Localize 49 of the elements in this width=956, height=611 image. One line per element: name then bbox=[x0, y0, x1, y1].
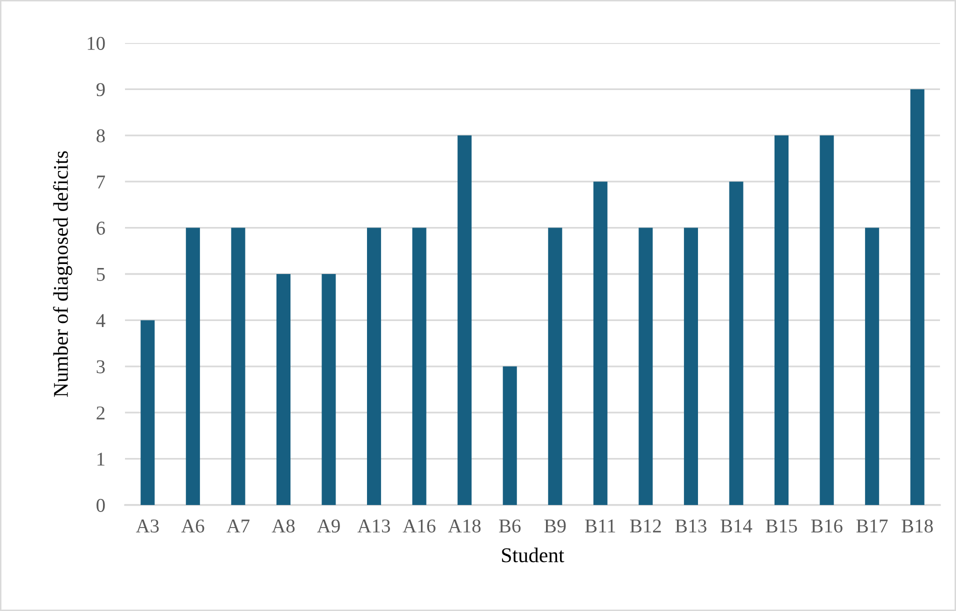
x-tick-label: B6 bbox=[499, 520, 521, 533]
x-tick-label: A6 bbox=[181, 520, 204, 533]
x-tick-label: B12 bbox=[630, 520, 661, 532]
y-tick-label: 10 bbox=[88, 36, 105, 50]
y-tick-label: 2 bbox=[96, 406, 104, 420]
bar bbox=[593, 182, 608, 505]
y-tick-label: 5 bbox=[96, 268, 105, 281]
x-tick-label: A7 bbox=[226, 520, 250, 532]
bar bbox=[458, 135, 472, 505]
x-tick-label: B15 bbox=[766, 520, 797, 533]
bar bbox=[231, 228, 246, 505]
x-tick-label: A18 bbox=[448, 519, 481, 533]
x-tick-label: B16 bbox=[811, 520, 842, 533]
x-tick-label: A8 bbox=[272, 519, 295, 533]
x-axis-title: Student bbox=[502, 548, 564, 562]
x-tick-label: A16 bbox=[402, 520, 436, 533]
bar bbox=[367, 228, 382, 505]
y-tick-label: 0 bbox=[96, 498, 105, 512]
x-tick-label: A3 bbox=[136, 520, 159, 533]
y-tick-label: 8 bbox=[96, 129, 105, 142]
x-tick-label: B13 bbox=[675, 520, 706, 533]
y-axis-title: Number of diagnosed deficits bbox=[53, 151, 72, 397]
y-tick-label: 1 bbox=[98, 452, 104, 466]
y-tick-label: 3 bbox=[96, 360, 105, 374]
y-tick-label: 6 bbox=[96, 222, 105, 235]
x-tick-label: A13 bbox=[357, 520, 390, 533]
x-tick-label: B11 bbox=[585, 520, 616, 532]
bar bbox=[684, 228, 698, 505]
bar bbox=[774, 135, 789, 505]
bar bbox=[548, 228, 562, 505]
y-tick-label: 4 bbox=[96, 314, 106, 327]
y-tick-label: 9 bbox=[96, 83, 105, 96]
x-tick-label: B18 bbox=[902, 519, 933, 533]
bar bbox=[186, 228, 200, 505]
bar bbox=[638, 228, 653, 505]
bar bbox=[502, 366, 517, 505]
x-tick-label: B14 bbox=[720, 520, 752, 532]
x-tick-label: B17 bbox=[856, 520, 888, 532]
bar bbox=[276, 274, 290, 505]
y-tick-label: 7 bbox=[97, 176, 105, 188]
x-tick-label: B9 bbox=[544, 520, 566, 533]
bar bbox=[820, 135, 834, 505]
bar bbox=[322, 274, 336, 505]
bar bbox=[865, 228, 880, 505]
bar bbox=[910, 89, 924, 505]
bar bbox=[729, 182, 744, 505]
bar bbox=[412, 228, 426, 505]
x-tick-label: A9 bbox=[317, 520, 340, 533]
bar bbox=[140, 320, 155, 505]
